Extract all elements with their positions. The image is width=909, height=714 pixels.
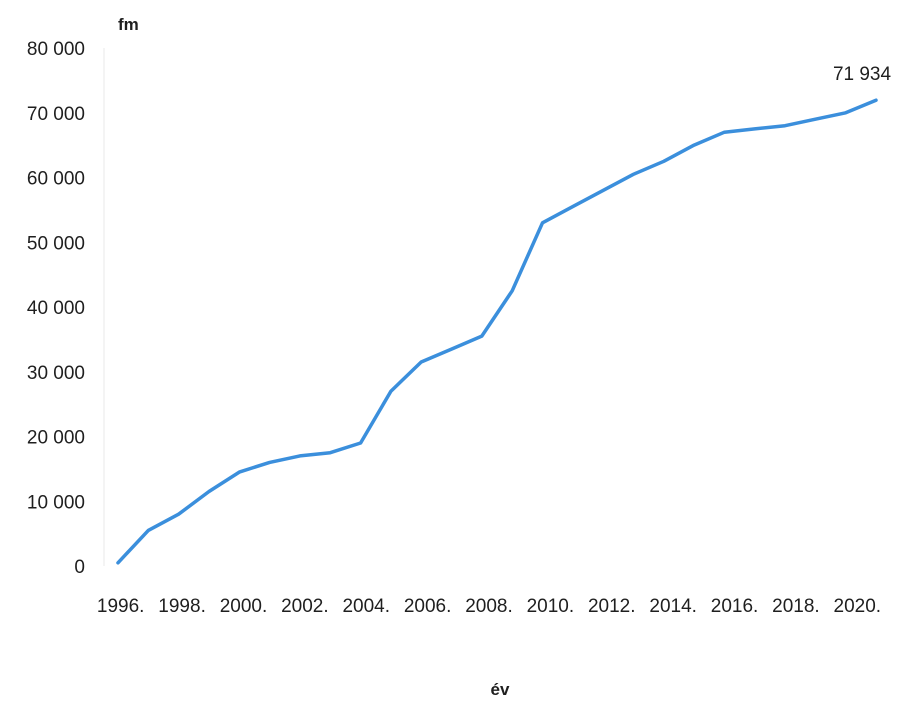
y-tick-label: 60 000 (27, 169, 85, 190)
y-tick-label: 30 000 (27, 363, 85, 384)
y-axis-title: fm (118, 15, 139, 34)
x-tick-label: 2008. (465, 596, 513, 617)
y-tick-label: 70 000 (27, 104, 85, 125)
x-tick-label: 2018. (772, 596, 820, 617)
x-tick-label: 2000. (220, 596, 268, 617)
y-tick-label: 40 000 (27, 298, 85, 319)
y-tick-label: 0 (74, 557, 85, 578)
y-tick-label: 10 000 (27, 492, 85, 513)
end-value-label: 71 934 (833, 64, 892, 85)
x-tick-label: 2012. (588, 596, 636, 617)
y-tick-label: 80 000 (27, 39, 85, 60)
x-tick-label: 1996. (97, 596, 145, 617)
x-tick-label: 2004. (342, 596, 390, 617)
x-tick-label: 2006. (404, 596, 452, 617)
series-line (116, 98, 878, 565)
x-tick-label: 2010. (527, 596, 575, 617)
x-axis-labels: 1996. 1998. 2000. 2002. 2004. 2006. 2008. 2010.… (97, 596, 881, 617)
x-tick-label: 1998. (158, 596, 206, 617)
y-tick-label: 50 000 (27, 233, 85, 254)
x-tick-label: 2002. (281, 596, 329, 617)
x-tick-label: 2014. (649, 596, 697, 617)
y-axis-labels: 0 10 000 20 000 30 000 40 000 50 000 60 000 70 … (27, 39, 85, 578)
x-tick-label: 2020. (834, 596, 882, 617)
y-tick-label: 20 000 (27, 428, 85, 449)
data-points (116, 98, 878, 565)
x-axis-title: év (491, 680, 510, 699)
x-tick-label: 2016. (711, 596, 759, 617)
